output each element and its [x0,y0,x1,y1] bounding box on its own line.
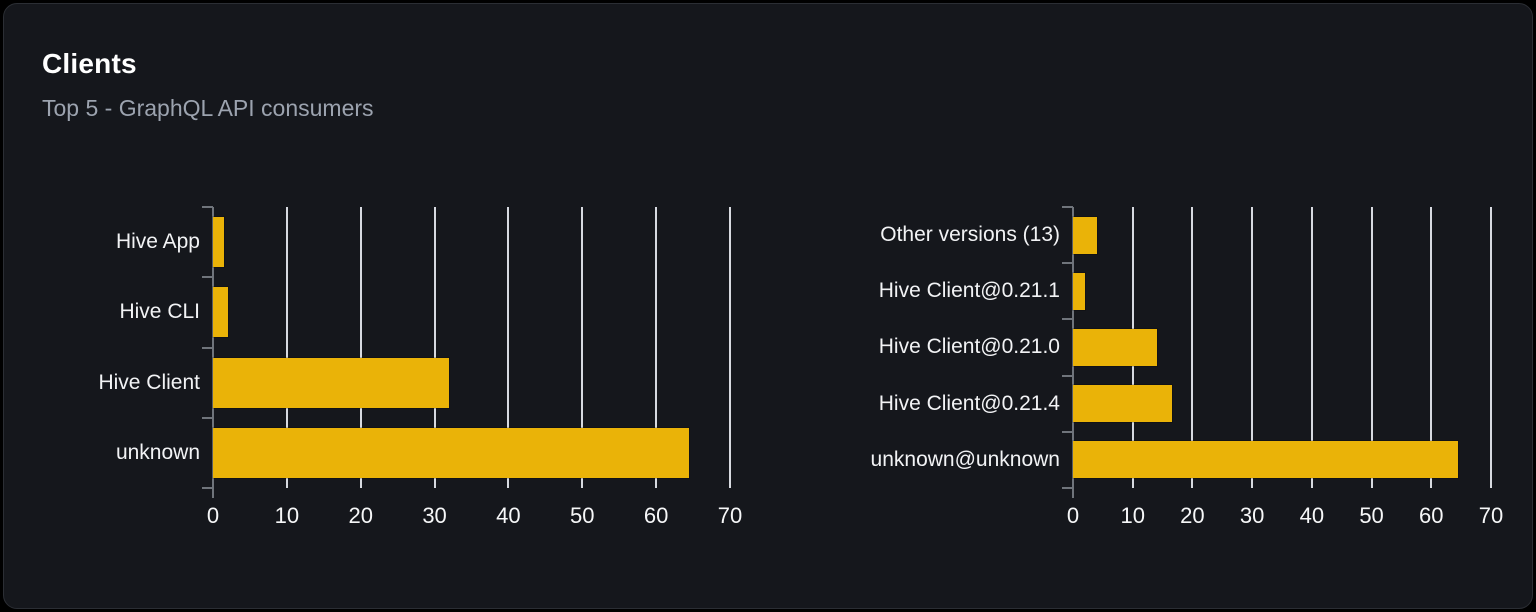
x-tick-label: 60 [1419,503,1444,528]
y-axis-tick [1062,318,1073,321]
bar[interactable] [1072,271,1086,311]
y-axis-tick [1062,374,1073,377]
category-label: Hive CLI [119,300,200,324]
gridline [729,207,731,488]
category-label: unknown [115,440,200,464]
x-tick-label: 30 [422,503,447,528]
category-label: Hive Client@0.21.0 [878,335,1060,359]
x-tick-label: 20 [1180,503,1205,528]
x-tick-label: 70 [717,503,743,528]
x-tick-label: 30 [1239,503,1265,528]
y-axis-line [212,207,214,498]
category-label: Hive Client@0.21.1 [878,279,1060,303]
x-tick-label: 20 [348,503,373,528]
x-tick-label: 50 [1359,503,1384,528]
x-tick-label: 40 [496,503,521,528]
plot-area [202,206,731,498]
client-versions-chart: Other versions (13) Hive Client@0.21.1 Hiv… [871,206,1503,528]
gridline [581,207,584,488]
gridline [285,207,288,488]
y-axis-tick [202,206,213,208]
bar[interactable] [1072,384,1173,424]
category-label: Hive Client [98,370,200,394]
bar[interactable] [211,426,691,479]
y-axis-tick [202,346,213,349]
y-axis-tick [202,416,213,419]
gridline [1310,207,1313,488]
y-axis-labels: Hive App Hive CLI Hive Client unknown [0,207,200,488]
gridline [1251,207,1254,488]
gridline [1191,207,1194,488]
x-tick-label: 0 [1066,503,1080,528]
category-label: Hive App [115,230,200,254]
bar[interactable] [1071,440,1460,480]
bar[interactable] [211,216,226,269]
gridline [1370,207,1373,488]
bar[interactable] [1072,215,1098,255]
y-axis-labels: Other versions (13) Hive Client@0.21.1 Hiv… [720,207,1060,488]
bar[interactable] [211,356,451,409]
x-tick-label: 50 [570,503,595,528]
x-axis-labels: 0 10 20 30 40 50 60 70 [1067,503,1503,533]
bar[interactable] [212,286,229,339]
category-label: Hive Client@0.21.4 [878,391,1060,415]
plot-area [1062,206,1492,498]
x-tick-label: 10 [274,503,300,528]
gridline [359,207,362,488]
x-axis-labels: 0 10 20 30 40 50 60 70 [207,503,742,533]
gridline [507,207,510,488]
gridline [655,207,658,488]
gridline [433,207,436,488]
page-subtitle: Top 5 - GraphQL API consumers [42,95,374,121]
clients-card: Clients Top 5 - GraphQL API consumers Hi… [3,3,1533,609]
x-tick-label: 70 [1478,503,1504,528]
page-title: Clients [42,48,137,79]
category-label: unknown@unknown [870,447,1060,471]
x-tick-label: 10 [1120,503,1145,528]
y-axis-tick [1062,430,1073,433]
y-axis-tick [1062,487,1073,489]
y-axis-tick [202,276,213,279]
x-tick-label: 60 [643,503,669,528]
gridline [1430,207,1433,488]
bar[interactable] [1072,328,1158,367]
y-axis-tick [1062,262,1073,265]
x-tick-label: 0 [206,503,220,528]
y-axis-tick [1062,206,1073,208]
gridline [1490,207,1492,488]
category-label: Other versions (13) [880,223,1060,247]
x-tick-label: 40 [1299,503,1325,528]
clients-top5-chart: Hive App Hive CLI Hive Client unknown 0 10 20… [98,206,742,528]
y-axis-tick [202,487,213,489]
